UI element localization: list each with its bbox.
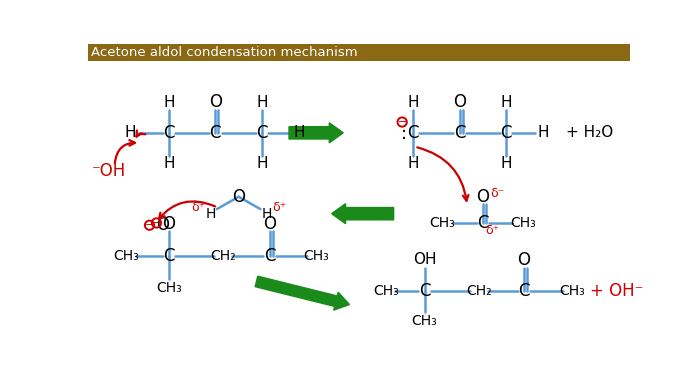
Text: O: O [453, 93, 466, 111]
Text: H: H [407, 94, 419, 110]
Text: C: C [163, 247, 174, 265]
Text: CH₃: CH₃ [412, 314, 438, 328]
Text: C: C [518, 282, 530, 300]
Text: δ⁺: δ⁺ [191, 201, 206, 214]
Text: −: − [152, 218, 161, 228]
Text: δ⁻: δ⁻ [491, 187, 505, 200]
Text: H: H [256, 94, 267, 110]
Text: C: C [477, 214, 489, 232]
FancyArrow shape [289, 123, 343, 143]
Text: H: H [206, 207, 216, 221]
Text: :: : [400, 125, 407, 144]
Text: O: O [162, 215, 176, 233]
Text: H: H [500, 156, 512, 171]
Text: O: O [476, 188, 489, 206]
Text: O: O [156, 216, 169, 234]
Text: H: H [163, 94, 174, 110]
Text: δ⁺: δ⁺ [485, 224, 499, 237]
Text: −: − [145, 220, 154, 230]
Text: CH₂: CH₂ [210, 249, 236, 263]
FancyBboxPatch shape [88, 44, 630, 61]
Text: CH₃: CH₃ [156, 282, 182, 295]
Text: CH₃: CH₃ [430, 216, 455, 230]
Text: C: C [209, 124, 221, 142]
Text: C: C [500, 124, 512, 142]
Text: C: C [454, 124, 466, 142]
Text: ⁻OH: ⁻OH [92, 162, 126, 180]
Text: + OH⁻: + OH⁻ [589, 282, 643, 300]
Text: CH₃: CH₃ [113, 249, 139, 263]
Text: H: H [293, 125, 304, 140]
Text: H: H [407, 156, 419, 171]
FancyArrow shape [255, 276, 349, 310]
Text: C: C [264, 247, 275, 265]
Text: C: C [407, 124, 419, 142]
Text: CH₃: CH₃ [373, 284, 399, 298]
Text: Acetone aldol condensation mechanism: Acetone aldol condensation mechanism [92, 46, 358, 59]
Text: C: C [256, 124, 267, 142]
Text: O: O [263, 215, 276, 233]
Text: H: H [163, 156, 174, 171]
Text: CH₃: CH₃ [559, 284, 584, 298]
Text: C: C [419, 282, 430, 300]
Text: + H₂O: + H₂O [566, 125, 614, 140]
Text: CH₃: CH₃ [510, 216, 536, 230]
Text: H: H [500, 94, 512, 110]
Text: OH: OH [413, 252, 436, 268]
Text: −: − [398, 117, 407, 127]
Text: H: H [125, 125, 136, 140]
Text: H: H [261, 207, 272, 221]
Text: O: O [232, 188, 245, 206]
Text: O: O [517, 251, 531, 269]
Text: CH₃: CH₃ [303, 249, 329, 263]
Text: δ⁺: δ⁺ [272, 201, 286, 214]
FancyArrow shape [332, 204, 393, 224]
Text: H: H [256, 156, 267, 171]
Text: C: C [163, 124, 174, 142]
Text: O: O [209, 93, 222, 111]
Text: H: H [538, 125, 549, 140]
Text: CH₂: CH₂ [466, 284, 491, 298]
